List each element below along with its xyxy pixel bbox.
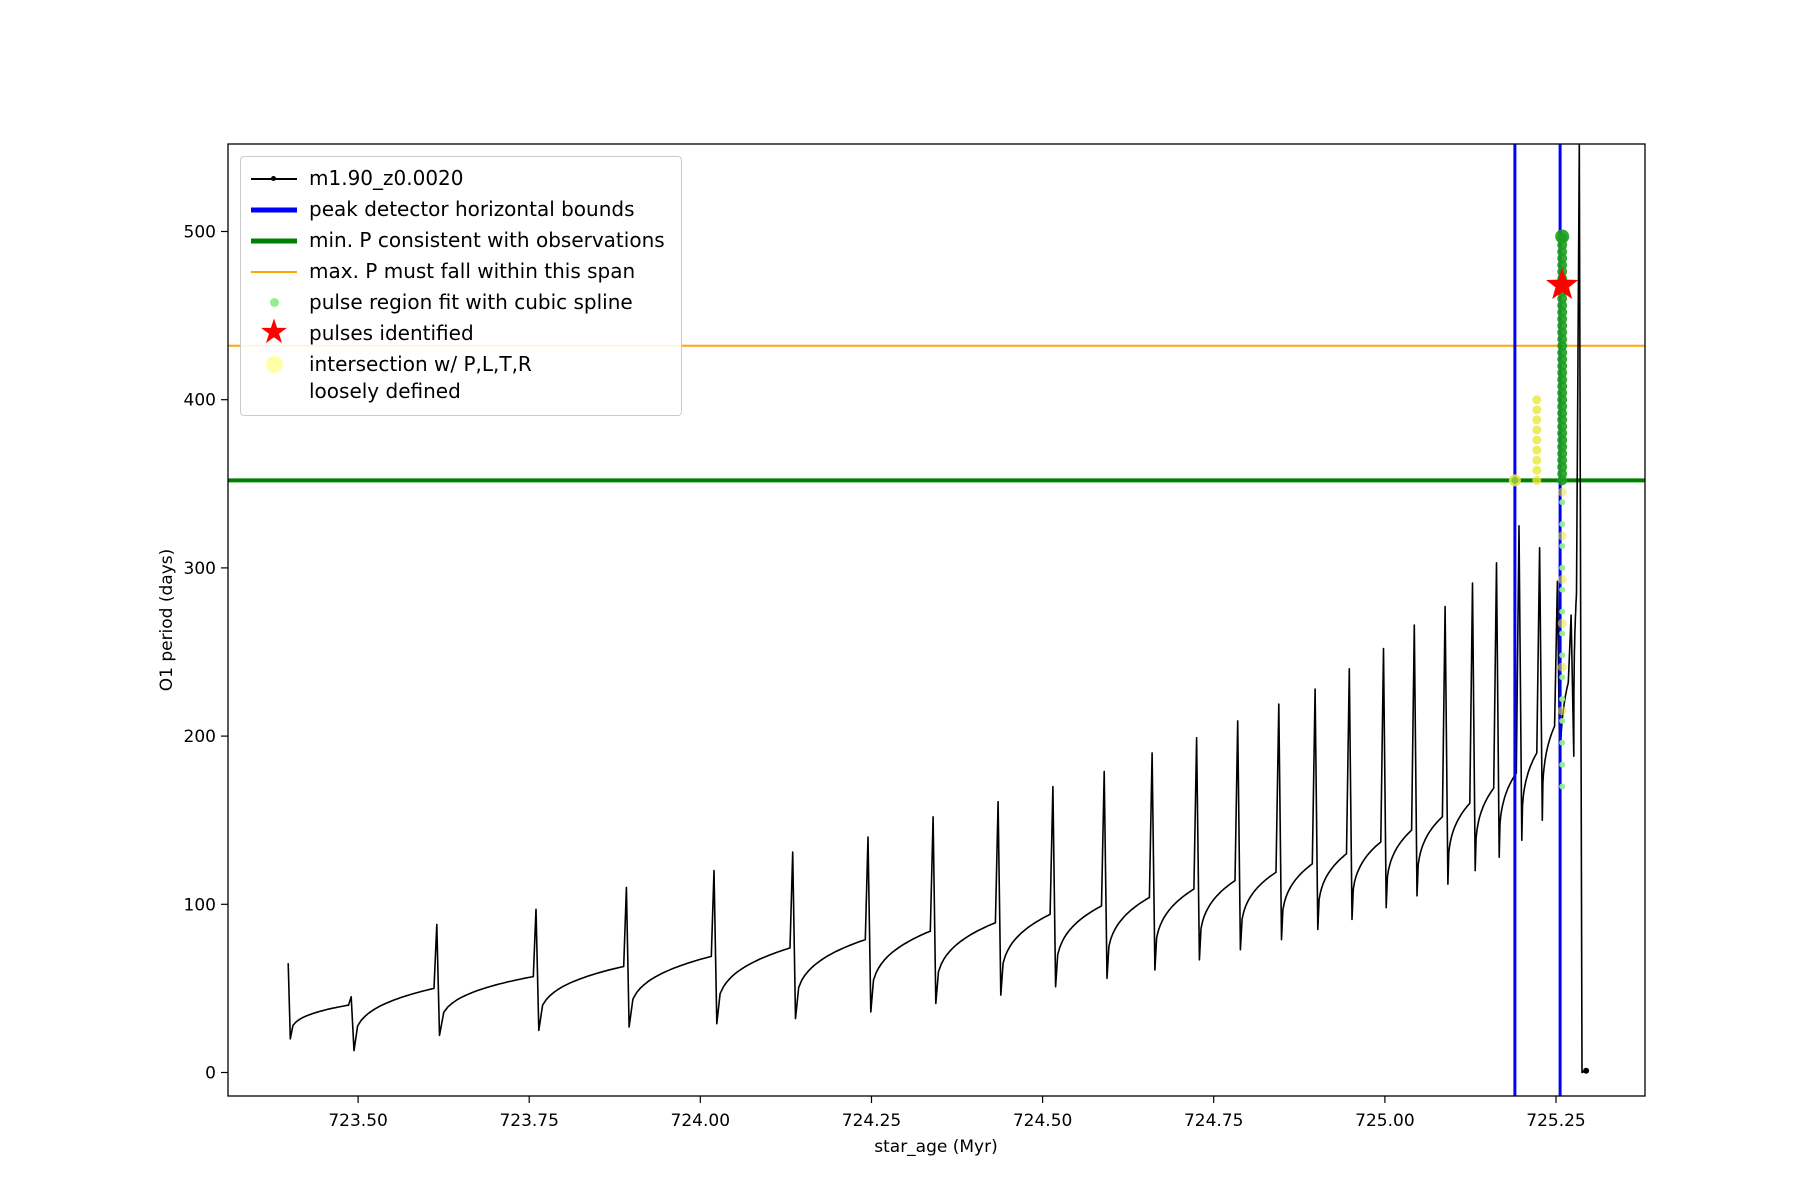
legend-item-label: intersection w/ P,L,T,R loosely defined [309, 352, 532, 403]
legend-bigdot-swatch [251, 351, 297, 378]
legend-star-icon: ★ [258, 311, 290, 352]
legend-item: peak detector horizontal bounds [251, 196, 665, 223]
legend-item-label: pulse region fit with cubic spline [309, 290, 633, 314]
x-tick-label: 724.75 [1184, 1111, 1243, 1131]
spline-fit-dot [1559, 674, 1566, 681]
spline-fit-dot [1559, 630, 1566, 637]
y-tick-label: 400 [184, 391, 216, 411]
x-tick-label: 724.25 [842, 1111, 901, 1131]
spline-fit-dot [1511, 476, 1519, 484]
x-axis-label: star_age (Myr) [874, 1137, 997, 1157]
legend-item: m1.90_z0.0020 [251, 165, 665, 192]
spline-fit-dot [1559, 564, 1566, 571]
intersection-dot [1557, 618, 1567, 628]
y-tick-label: 500 [184, 223, 216, 243]
spline-fit-dot [1559, 761, 1566, 768]
legend-item-label: pulses identified [309, 321, 474, 345]
spline-fit-dot [1559, 783, 1566, 790]
intersection-dot [1532, 405, 1542, 415]
legend-item: intersection w/ P,L,T,R loosely defined [251, 351, 665, 405]
legend-item: ★ pulses identified [251, 311, 665, 352]
intersection-dot [1532, 425, 1542, 435]
series-line-m190-z0020 [287, 144, 1587, 1074]
legend-item-label: peak detector horizontal bounds [309, 197, 635, 221]
spline-fit-dot [1559, 717, 1566, 724]
x-tick-label: 723.50 [328, 1111, 387, 1131]
spline-fit-top-blob [1555, 229, 1570, 244]
intersection-dot [1557, 487, 1567, 497]
intersection-dot [1532, 455, 1542, 465]
intersection-dot [1532, 445, 1542, 455]
spline-fit-dot [1559, 521, 1566, 528]
intersection-dot [1557, 662, 1567, 672]
spline-fit-dot [1559, 499, 1566, 506]
intersection-dot [1557, 575, 1567, 585]
x-tick-label: 725.25 [1526, 1111, 1585, 1131]
legend-line-swatch [251, 165, 297, 192]
legend-line-swatch [251, 227, 297, 254]
spline-fit-dot [1559, 543, 1566, 549]
intersection-dot [1532, 395, 1542, 405]
spline-fit-dot [1559, 696, 1566, 703]
identified-pulse-star [1546, 268, 1579, 299]
legend-dot-swatch [251, 289, 297, 316]
intersection-dot [1532, 415, 1542, 425]
spline-fit-dot [1559, 652, 1566, 659]
intersection-dot [1557, 531, 1567, 541]
x-tick-label: 725.00 [1355, 1111, 1414, 1131]
legend-item: min. P consistent with observations [251, 227, 665, 254]
spline-fit-dot [1559, 739, 1566, 746]
spline-fit-dot [1559, 586, 1566, 593]
legend-item: max. P must fall within this span [251, 258, 665, 285]
plot-frame [227, 143, 1646, 1097]
intersection-dot [1532, 465, 1542, 475]
legend-item-label: min. P consistent with observations [309, 228, 665, 252]
x-tick-label: 724.00 [671, 1111, 730, 1131]
y-axis-label: O1 period (days) [157, 549, 177, 692]
legend-item-label: max. P must fall within this span [309, 259, 636, 283]
y-tick-label: 200 [184, 727, 216, 747]
x-tick-label: 724.50 [1013, 1111, 1072, 1131]
intersection-dot [1532, 435, 1542, 445]
legend-item-label: m1.90_z0.0020 [309, 166, 464, 190]
legend-item: pulse region fit with cubic spline [251, 289, 665, 316]
legend-line-swatch [251, 196, 297, 223]
y-tick-label: 0 [205, 1064, 216, 1084]
series-end-marker [1583, 1067, 1590, 1074]
intersection-dot [1557, 706, 1567, 716]
spline-fit-dot [1559, 608, 1566, 615]
y-tick-label: 300 [184, 559, 216, 579]
x-tick-label: 723.75 [499, 1111, 558, 1131]
legend-line-swatch [251, 258, 297, 285]
y-tick-label: 100 [184, 895, 216, 915]
intersection-dot [1532, 475, 1542, 485]
